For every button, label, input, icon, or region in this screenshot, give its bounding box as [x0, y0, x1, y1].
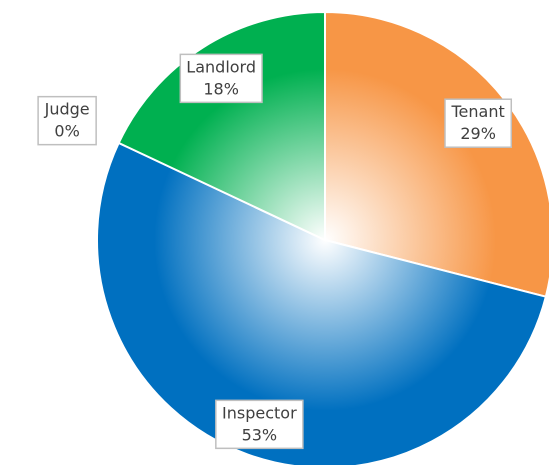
slice-label: Landlord: [186, 57, 256, 76]
slice-value-label: 29%: [460, 124, 496, 143]
slice-value-label: 0%: [54, 122, 79, 141]
slice-label: Judge: [44, 100, 90, 119]
label-box: [179, 53, 263, 104]
label-box: [37, 95, 97, 146]
label-box: [215, 399, 304, 450]
slice-label: Tenant: [450, 102, 504, 121]
slice-value-label: 53%: [242, 425, 278, 444]
label-box: [444, 98, 513, 148]
pie-slice: [96, 141, 548, 465]
slice-label: Inspector: [222, 403, 297, 422]
slice-value-label: 18%: [203, 79, 239, 98]
pie-slice: [117, 10, 326, 242]
